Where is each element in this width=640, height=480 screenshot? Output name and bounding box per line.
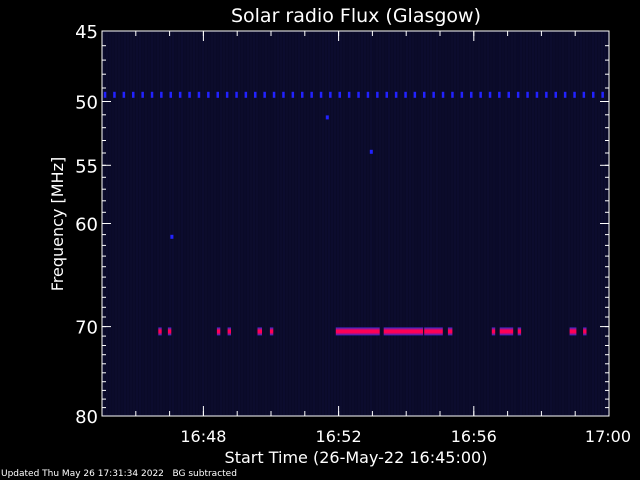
carrier-dot: [301, 91, 304, 98]
carrier-dot: [169, 91, 172, 98]
burst-segment: [583, 327, 587, 336]
bg-subtracted-note: BG subtracted: [172, 469, 237, 479]
carrier-dot: [141, 91, 144, 98]
footer-status: Updated Thu May 26 17:31:34 2022 BG subt…: [1, 469, 237, 479]
carrier-dot: [263, 91, 266, 98]
carrier-dot: [413, 91, 417, 98]
x-tick-label: 16:52: [316, 427, 362, 446]
carrier-dot: [516, 91, 520, 98]
burst-segment: [335, 327, 380, 336]
carrier-dot: [535, 91, 539, 98]
carrier-dot: [244, 91, 248, 98]
y-tick-label: 60: [75, 215, 98, 236]
carrier-dot: [404, 91, 407, 98]
burst-segment: [257, 327, 262, 336]
carrier-dot: [554, 91, 557, 98]
carrier-dot: [432, 91, 435, 98]
carrier-dot: [310, 91, 313, 98]
carrier-dot: [291, 91, 295, 98]
carrier-dot: [197, 91, 201, 98]
signal-spot: [170, 234, 174, 239]
carrier-dot: [329, 91, 332, 98]
burst-segment: [424, 327, 443, 336]
carrier-dot: [188, 91, 191, 98]
burst-segment: [269, 327, 274, 336]
burst-segment: [447, 327, 453, 336]
burst-segment: [499, 327, 514, 336]
x-tick-label: 16:56: [451, 427, 497, 446]
burst-segment: [491, 327, 496, 336]
carrier-dot: [366, 91, 370, 98]
y-tick-label: 70: [75, 318, 98, 339]
burst-segment: [227, 327, 231, 336]
y-axis-label: Frequency [MHz]: [48, 157, 67, 291]
carrier-dot: [254, 91, 257, 98]
signal-spot: [369, 149, 373, 154]
carrier-dot: [160, 91, 163, 98]
data-marks: [103, 91, 604, 336]
updated-timestamp: Updated Thu May 26 17:31:34 2022: [1, 469, 164, 479]
carrier-dot: [225, 91, 229, 98]
carrier-dot: [103, 91, 107, 98]
carrier-dot: [376, 91, 379, 98]
x-tick-label: 17:00: [585, 427, 631, 446]
burst-segment: [517, 327, 522, 336]
carrier-dot: [235, 91, 238, 98]
carrier-dot: [122, 91, 126, 98]
carrier-dot: [526, 91, 529, 98]
carrier-dot: [207, 91, 210, 98]
carrier-dot: [319, 91, 323, 98]
carrier-dot: [488, 91, 492, 98]
carrier-dot: [150, 91, 154, 98]
carrier-dot: [498, 91, 501, 98]
carrier-dot: [338, 91, 341, 98]
y-tick-label: 50: [75, 93, 98, 114]
carrier-dot: [563, 91, 567, 98]
y-tick-label: 55: [75, 156, 98, 177]
burst-segment: [569, 327, 577, 336]
y-tick-label: 45: [75, 22, 98, 43]
carrier-dot: [460, 91, 464, 98]
burst-segment: [383, 327, 424, 336]
signal-spot: [325, 115, 329, 120]
carrier-dot: [347, 91, 351, 98]
carrier-dot: [507, 91, 510, 98]
carrier-dot: [216, 91, 219, 98]
carrier-dot: [394, 91, 398, 98]
carrier-dot: [573, 91, 576, 98]
y-tick-label: 80: [75, 407, 98, 428]
x-axis-label: Start Time (26-May-22 16:45:00): [225, 448, 488, 467]
carrier-dot: [479, 91, 482, 98]
axis-ticks: 45 50 55 60 70 80 16:48 16:52 16:56 17:00: [75, 22, 631, 446]
carrier-dot: [441, 91, 445, 98]
carrier-dot: [272, 91, 276, 98]
carrier-dot: [423, 91, 426, 98]
burst-segment: [216, 327, 221, 336]
carrier-dot: [132, 91, 135, 98]
carrier-dot: [451, 91, 454, 98]
x-tick-label: 16:48: [180, 427, 226, 446]
carrier-dot: [601, 91, 604, 98]
carrier-dot: [282, 91, 285, 98]
plot-area: [102, 31, 609, 416]
carrier-dot: [385, 91, 388, 98]
carrier-dot: [545, 91, 548, 98]
carrier-dot: [357, 91, 360, 98]
burst-segment: [158, 327, 162, 336]
carrier-dot: [592, 91, 595, 98]
carrier-dot: [582, 91, 586, 98]
carrier-dot: [178, 91, 182, 98]
carrier-dot: [113, 91, 116, 98]
burst-segment: [167, 327, 172, 336]
chart-title: Solar radio Flux (Glasgow): [231, 5, 481, 27]
carrier-dot: [470, 91, 473, 98]
